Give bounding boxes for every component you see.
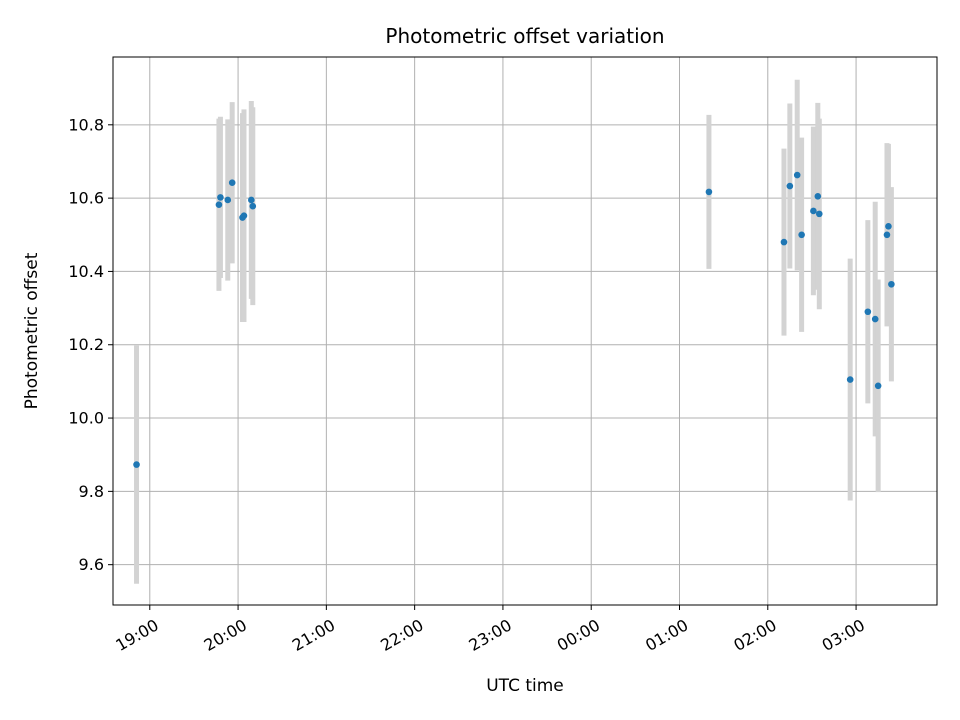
data-point [798,231,805,239]
y-tick-label: 10.6 [68,189,104,208]
data-point [780,238,788,246]
plot-frame [112,56,938,606]
data-point [240,212,248,220]
y-axis-ticks: 9.6 9.8 10.0 10.2 10.4 10.6 10.8 [68,115,113,574]
data-point [705,188,713,196]
data-point [224,196,232,204]
data-point [871,315,879,323]
data-point [217,194,224,201]
data-point [874,382,882,390]
y-axis-title: Photometric offset [22,252,42,409]
y-tick-label: 10.0 [68,409,104,428]
data-point [883,231,891,239]
data-point [215,201,223,209]
data-points [133,171,895,468]
chart-title: Photometric offset variation [385,24,664,48]
data-point [786,182,794,190]
data-point [815,210,823,218]
data-point [814,192,822,200]
data-point [846,376,854,383]
y-tick-label: 10.2 [68,335,104,354]
y-tick-label: 9.8 [79,482,104,501]
data-point [248,196,255,204]
data-point [864,308,872,316]
data-point [810,207,817,215]
x-axis-title: UTC time [486,676,564,696]
y-tick-label: 10.4 [68,262,104,281]
data-point [228,179,236,187]
data-point [133,461,140,468]
grid-lines [113,57,937,605]
data-point [249,202,257,210]
data-point [793,171,801,179]
y-tick-label: 9.6 [79,555,104,574]
data-point [885,223,892,230]
data-point [888,280,895,288]
y-tick-label: 10.8 [68,115,104,134]
